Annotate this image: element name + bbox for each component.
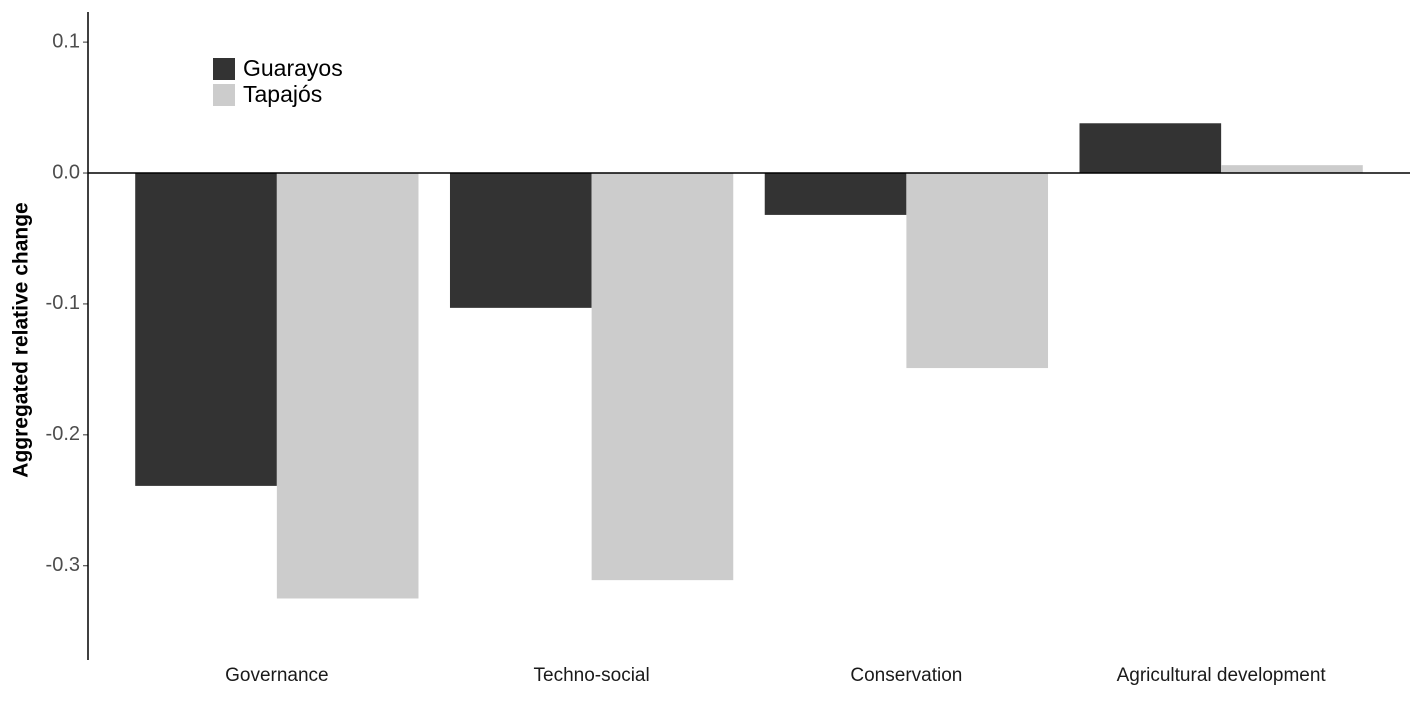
x-tick-label: Techno-social bbox=[534, 665, 650, 686]
bar bbox=[1221, 165, 1363, 174]
bar bbox=[764, 173, 907, 215]
x-tick-label: Governance bbox=[225, 665, 329, 686]
y-tick-label: -0.2 bbox=[46, 423, 80, 445]
y-tick-label: 0.0 bbox=[52, 161, 80, 183]
legend-label: Tapajós bbox=[243, 81, 322, 107]
legend-label: Guarayos bbox=[243, 55, 343, 81]
bar bbox=[135, 173, 277, 486]
y-tick-label: -0.1 bbox=[46, 292, 80, 314]
x-tick-label: Conservation bbox=[850, 665, 962, 686]
y-tick-label: 0.1 bbox=[52, 30, 80, 52]
bar bbox=[906, 173, 1049, 369]
legend-swatch bbox=[213, 84, 235, 106]
bar bbox=[591, 173, 734, 581]
y-axis-title: Aggregated relative change bbox=[10, 202, 33, 477]
x-tick-label: Agricultural development bbox=[1117, 665, 1327, 686]
legend-swatch bbox=[213, 58, 235, 80]
y-tick-label: -0.3 bbox=[46, 554, 80, 576]
bar bbox=[276, 173, 419, 599]
bar bbox=[1079, 123, 1222, 174]
bar bbox=[449, 173, 592, 308]
